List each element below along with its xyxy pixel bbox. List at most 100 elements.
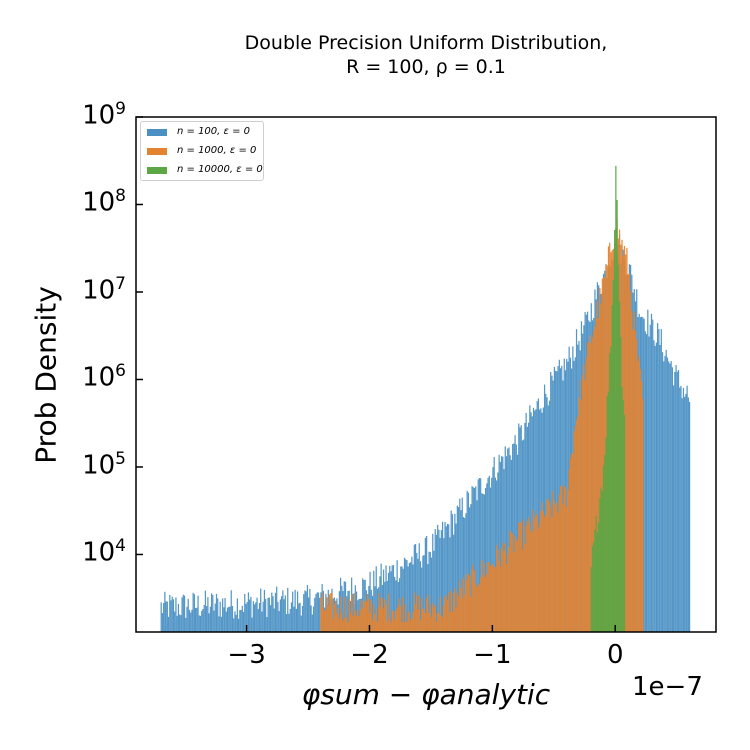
histogram-bar xyxy=(423,609,425,632)
histogram-bar xyxy=(434,605,436,632)
histogram-bar xyxy=(556,502,558,632)
histogram-bar xyxy=(449,612,451,632)
histogram-bar xyxy=(543,517,546,632)
histogram-bar xyxy=(354,610,356,632)
histogram-bar xyxy=(355,615,358,632)
histogram-bar xyxy=(547,498,549,632)
histogram-bar xyxy=(672,385,675,632)
histogram-bar xyxy=(438,529,440,632)
histogram-bar xyxy=(607,391,610,632)
histogram-bar xyxy=(494,566,497,632)
histogram-bar xyxy=(324,610,326,632)
histogram-bar xyxy=(167,616,170,632)
histogram-bar xyxy=(236,598,238,632)
histogram-bar xyxy=(358,598,360,632)
plot-frame xyxy=(135,116,717,633)
histogram-bar xyxy=(521,440,524,632)
histogram-bar xyxy=(234,611,236,632)
histogram-bar xyxy=(515,541,517,632)
histogram-bar xyxy=(566,358,568,632)
histogram-bar xyxy=(546,499,548,632)
histogram-bar xyxy=(526,521,528,632)
histogram-bar xyxy=(287,587,289,632)
histogram-bar xyxy=(339,596,342,632)
histogram-bar xyxy=(181,597,183,632)
histogram-bar xyxy=(674,372,676,632)
histogram-bar xyxy=(316,592,318,632)
histogram-bar xyxy=(609,353,611,632)
histogram-bar xyxy=(416,552,418,632)
histogram-bar xyxy=(620,336,622,632)
histogram-bar xyxy=(580,400,583,632)
histogram-bar xyxy=(583,363,585,632)
histogram-bar xyxy=(539,523,541,632)
histogram-bar xyxy=(182,594,184,632)
histogram-bar xyxy=(369,571,371,632)
histogram-bar xyxy=(376,621,379,632)
histogram-bar xyxy=(465,574,467,632)
histogram-bar xyxy=(467,492,470,632)
histogram-bar xyxy=(601,491,603,632)
histogram-bar xyxy=(305,591,307,632)
histogram-bar xyxy=(634,330,637,632)
histogram-bar xyxy=(585,357,587,632)
x-tick-label: −1 xyxy=(473,640,512,670)
histogram-bar xyxy=(358,616,360,632)
histogram-bar xyxy=(666,357,669,632)
histogram-bar xyxy=(473,570,476,632)
legend: n = 100, ε = 0 n = 1000, ε = 0 n = 10000… xyxy=(140,121,264,181)
histogram-bar xyxy=(671,367,673,632)
histogram-bar xyxy=(249,599,251,632)
histogram-bar xyxy=(443,605,445,632)
histogram-bar xyxy=(347,622,349,632)
histogram-bar xyxy=(519,522,521,632)
histogram-bar xyxy=(496,544,498,632)
histogram-bar xyxy=(341,614,343,632)
histogram-bar xyxy=(380,563,382,632)
histogram-bar xyxy=(513,443,515,632)
histogram-bar xyxy=(500,548,503,632)
histogram-bar xyxy=(332,618,334,632)
histogram-bar xyxy=(462,577,465,632)
histogram-bar xyxy=(470,504,472,632)
histogram-bar xyxy=(469,575,471,632)
histogram-bar xyxy=(191,609,193,632)
histogram-bar xyxy=(230,590,232,632)
histogram-bar xyxy=(343,581,345,632)
histogram-bar xyxy=(507,448,509,632)
histogram-bar xyxy=(352,615,354,632)
histogram-bar xyxy=(246,601,248,632)
histogram-bar xyxy=(578,397,580,632)
histogram-bar xyxy=(247,592,250,632)
histogram-bar xyxy=(429,604,431,632)
histogram-bar xyxy=(411,618,413,632)
histogram-bar xyxy=(559,486,562,632)
histogram-bar xyxy=(188,609,191,632)
histogram-bar xyxy=(311,614,313,632)
histogram-bar xyxy=(644,331,646,632)
histogram-bar xyxy=(527,516,530,632)
histogram-bar xyxy=(494,477,497,632)
histogram-bar xyxy=(566,506,568,632)
histogram-bar xyxy=(601,278,603,632)
histogram-bar xyxy=(257,608,259,632)
histogram-bar xyxy=(445,594,447,632)
histogram-bar xyxy=(668,361,670,632)
histogram-bar xyxy=(419,561,422,632)
histogram-bar xyxy=(444,596,446,632)
histogram-bar xyxy=(568,469,570,632)
histogram-bar xyxy=(321,592,323,632)
histogram-bar xyxy=(487,562,489,632)
histogram-bar xyxy=(542,511,544,632)
histogram-bar xyxy=(548,502,551,632)
histogram-bar xyxy=(212,594,214,632)
histogram-bar xyxy=(523,519,525,632)
histogram-bar xyxy=(419,620,422,632)
histogram-bar xyxy=(588,341,590,632)
histogram-bar xyxy=(355,591,358,632)
series-2 xyxy=(590,165,626,633)
histogram-bar xyxy=(198,615,200,632)
histogram-bar xyxy=(473,488,476,632)
histogram-bar xyxy=(582,374,584,632)
histogram-bar xyxy=(233,618,235,632)
